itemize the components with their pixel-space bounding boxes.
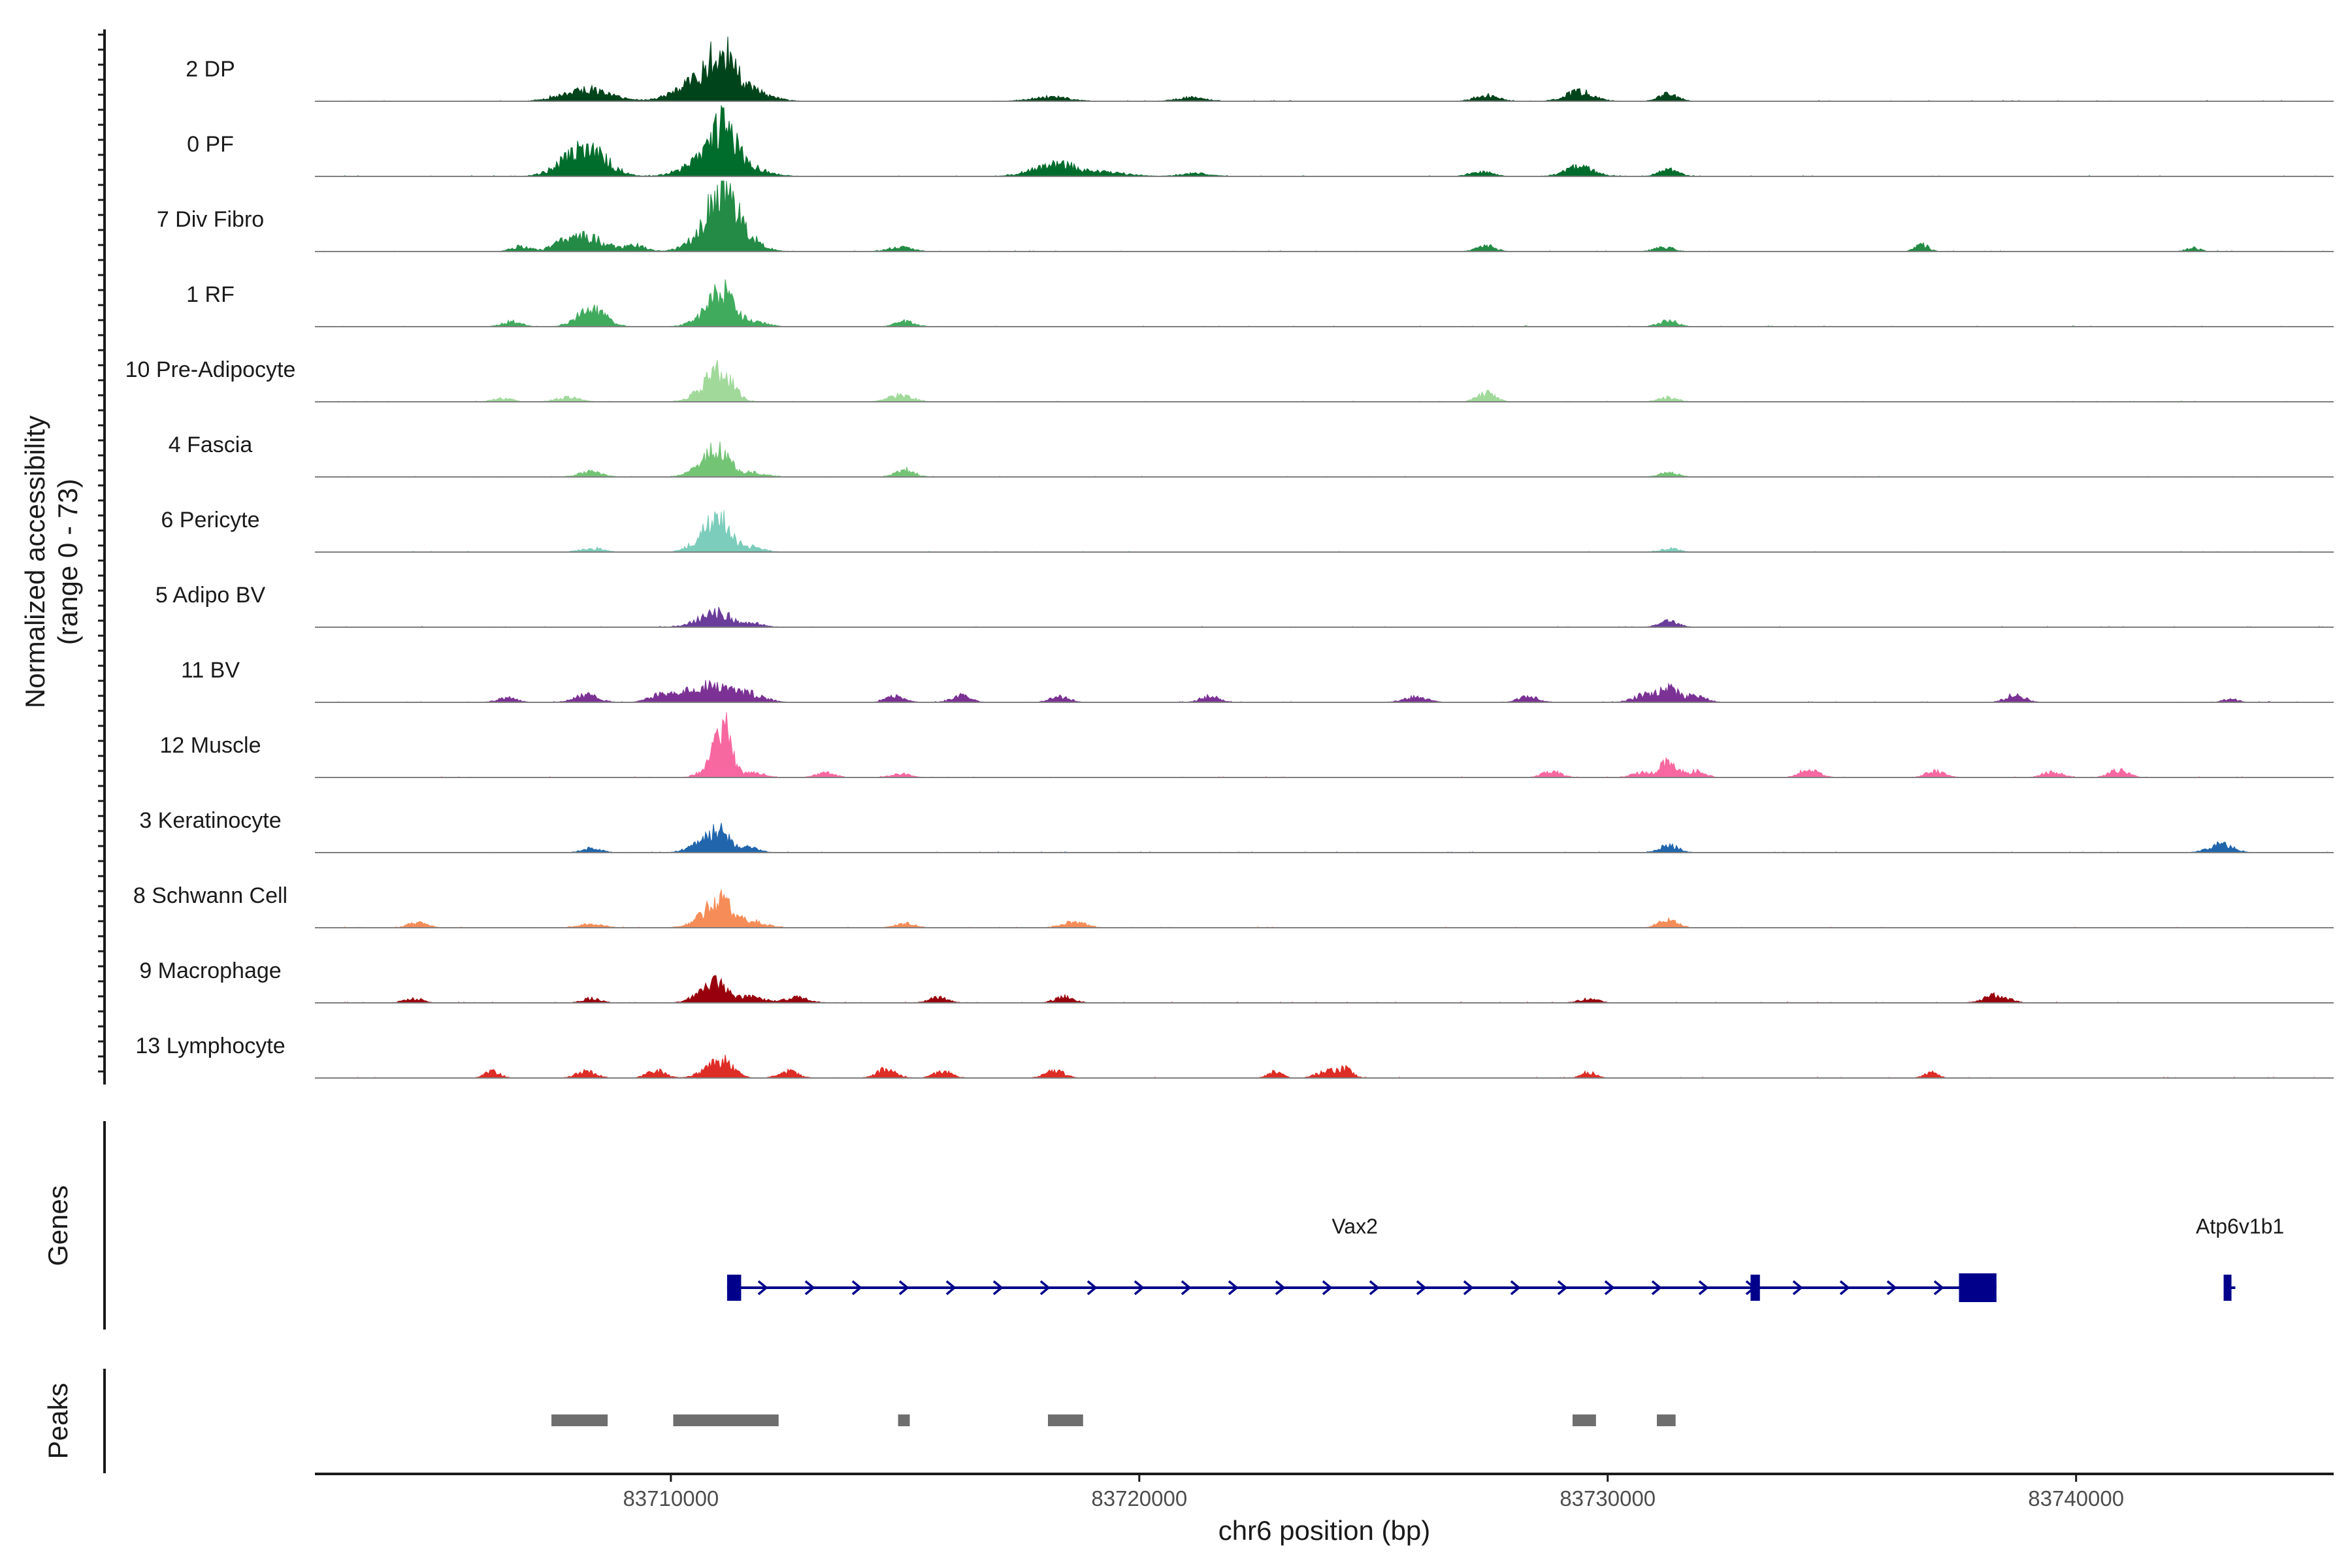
strand-arrow bbox=[898, 1280, 909, 1296]
strand-arrow bbox=[1134, 1280, 1145, 1296]
coverage-area bbox=[315, 180, 2334, 252]
strand-arrow bbox=[757, 1280, 768, 1296]
exon bbox=[727, 1275, 742, 1301]
coverage-area bbox=[315, 441, 2334, 478]
strand-arrow bbox=[992, 1280, 1004, 1296]
strand-arrow bbox=[1039, 1280, 1051, 1296]
x-tick-label: 83730000 bbox=[1560, 1486, 1656, 1511]
genes-panel-title: Genes bbox=[42, 1185, 73, 1266]
gene-atp6v1b1: Atp6v1b1 bbox=[2196, 1215, 2284, 1301]
track-label: 2 DP bbox=[186, 57, 235, 82]
y-axis-title: Normalized accessibility bbox=[20, 416, 50, 708]
track-0-pf: 0 PF bbox=[187, 105, 2334, 177]
track-2-dp: 2 DP bbox=[186, 37, 2334, 102]
track-label: 12 Muscle bbox=[160, 733, 261, 758]
coverage-area bbox=[315, 1054, 2334, 1079]
peaks-panel-title: Peaks bbox=[42, 1383, 73, 1460]
strand-arrow bbox=[1839, 1280, 1850, 1296]
strand-arrow bbox=[804, 1280, 815, 1296]
strand-arrow bbox=[1604, 1280, 1615, 1296]
exon bbox=[1959, 1273, 1997, 1302]
track-label: 7 Div Fibro bbox=[157, 207, 264, 232]
peak-region bbox=[1657, 1414, 1676, 1426]
coverage-area bbox=[315, 975, 2334, 1004]
strand-arrow bbox=[1416, 1280, 1427, 1296]
coverage-area bbox=[315, 37, 2334, 102]
x-tick-label: 83710000 bbox=[623, 1486, 719, 1511]
gene-label: Atp6v1b1 bbox=[2196, 1215, 2284, 1238]
track-label: 0 PF bbox=[187, 132, 234, 157]
track-4-fascia: 4 Fascia bbox=[169, 433, 2334, 478]
strand-arrow bbox=[1181, 1280, 1192, 1296]
peak-regions bbox=[551, 1414, 1676, 1426]
track-label: 3 Keratinocyte bbox=[139, 808, 281, 833]
coverage-area bbox=[315, 679, 2334, 703]
track-13-lymphocyte: 13 Lymphocyte bbox=[135, 1034, 2334, 1079]
track-label: 5 Adipo BV bbox=[155, 583, 266, 608]
track-1-rf: 1 RF bbox=[186, 279, 2334, 327]
coverage-area bbox=[315, 889, 2334, 928]
peak-region bbox=[898, 1414, 910, 1426]
x-axis-title: chr6 position (bp) bbox=[1218, 1515, 1431, 1546]
strand-arrow bbox=[1369, 1280, 1380, 1296]
track-5-adipo-bv: 5 Adipo BV bbox=[155, 583, 2334, 628]
strand-arrow bbox=[1886, 1280, 1897, 1296]
strand-arrow bbox=[1651, 1280, 1662, 1296]
coverage-area bbox=[315, 606, 2334, 628]
x-tick-label: 83740000 bbox=[2028, 1486, 2124, 1511]
coverage-area bbox=[315, 823, 2334, 853]
strand-arrow bbox=[1086, 1280, 1098, 1296]
strand-arrow bbox=[1933, 1280, 1944, 1296]
track-label: 6 Pericyte bbox=[161, 508, 259, 532]
exon bbox=[1750, 1275, 1760, 1301]
strand-arrow bbox=[1792, 1280, 1803, 1296]
track-label: 13 Lymphocyte bbox=[135, 1034, 285, 1058]
track-label: 11 BV bbox=[181, 658, 240, 683]
coverage-area bbox=[315, 712, 2334, 778]
peak-region bbox=[551, 1414, 608, 1426]
track-8-schwann-cell: 8 Schwann Cell bbox=[133, 883, 2334, 928]
peak-region bbox=[1048, 1414, 1083, 1426]
coverage-area bbox=[314, 359, 2334, 402]
strand-arrow bbox=[1275, 1280, 1286, 1296]
peak-region bbox=[1572, 1414, 1596, 1426]
track-label: 4 Fascia bbox=[169, 433, 253, 457]
coverage-area bbox=[315, 510, 2334, 553]
gene-vax2: Vax2 bbox=[727, 1215, 1997, 1302]
track-label: 8 Schwann Cell bbox=[133, 883, 287, 908]
strand-arrow bbox=[1228, 1280, 1239, 1296]
track-11-bv: 11 BV bbox=[181, 658, 2334, 703]
coverage-area bbox=[315, 105, 2334, 177]
strand-arrow bbox=[945, 1280, 956, 1296]
strand-arrow bbox=[1463, 1280, 1474, 1296]
x-tick-label: 83720000 bbox=[1091, 1486, 1187, 1511]
y-axis bbox=[98, 29, 106, 1085]
coverage-tracks: 2 DP 0 PF 7 Div Fibro 1 RF 10 Pre-Adipocyte 4… bbox=[125, 37, 2334, 1079]
strand-arrow bbox=[851, 1280, 862, 1296]
gene-annotations: Vax2 Atp6v1b1 bbox=[727, 1215, 2284, 1302]
track-12-muscle: 12 Muscle bbox=[160, 712, 2334, 778]
peak-region bbox=[673, 1414, 779, 1426]
track-7-div-fibro: 7 Div Fibro bbox=[157, 180, 2334, 252]
track-3-keratinocyte: 3 Keratinocyte bbox=[139, 808, 2334, 853]
gene-label: Vax2 bbox=[1331, 1215, 1378, 1238]
coverage-area bbox=[315, 279, 2334, 327]
track-label: 9 Macrophage bbox=[139, 958, 281, 983]
track-6-pericyte: 6 Pericyte bbox=[161, 508, 2334, 553]
track-label: 10 Pre-Adipocyte bbox=[125, 357, 296, 382]
strand-arrow bbox=[1322, 1280, 1333, 1296]
strand-arrow bbox=[1698, 1280, 1709, 1296]
track-label: 1 RF bbox=[186, 282, 235, 307]
exon bbox=[2223, 1275, 2232, 1301]
y-axis-range: (range 0 - 73) bbox=[52, 479, 83, 645]
strand-arrow bbox=[1557, 1280, 1568, 1296]
x-axis: 83710000 83720000 83730000 83740000 bbox=[315, 1473, 2334, 1511]
strand-arrow bbox=[1510, 1280, 1521, 1296]
track-9-macrophage: 9 Macrophage bbox=[139, 958, 2334, 1004]
track-10-pre-adipocyte: 10 Pre-Adipocyte bbox=[125, 357, 2334, 402]
